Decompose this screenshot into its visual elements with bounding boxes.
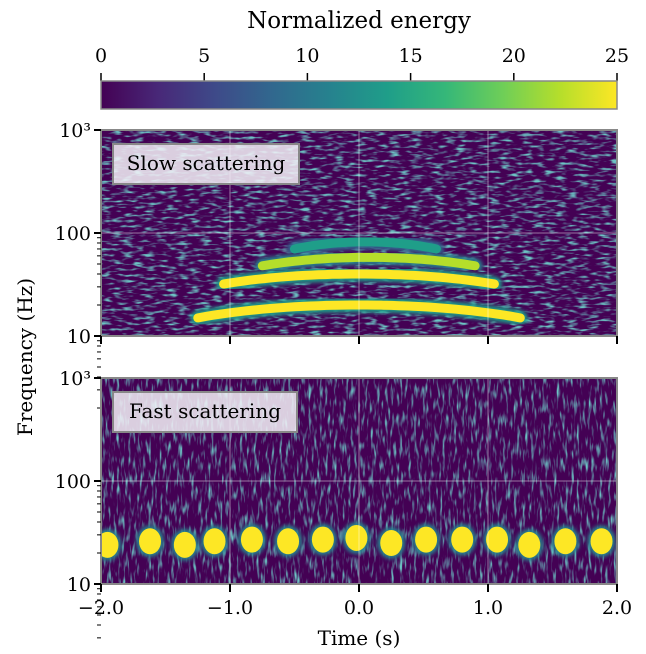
top-panel-label-box: Slow scattering — [112, 143, 300, 185]
bottom-panel-label: Fast scattering — [129, 399, 281, 423]
colorbar-title: Normalized energy — [247, 8, 471, 34]
blob — [554, 528, 577, 555]
blob — [203, 528, 226, 555]
bottom-panel-label-box: Fast scattering — [112, 391, 298, 433]
top-panel-marks — [190, 234, 528, 326]
x-tick-label: 2.0 — [602, 597, 632, 619]
arch — [219, 269, 499, 289]
x-axis-label: Time (s) — [318, 626, 401, 650]
top-panel-y-ticks: 10 100 10³ — [55, 120, 101, 409]
top-panel: Slow scattering 10 100 10³ — [55, 120, 618, 409]
y-tick-label: 10³ — [59, 368, 91, 390]
bottom-panel-y-ticks: 10 100 10³ — [55, 368, 101, 639]
blob — [345, 524, 368, 551]
x-tick-label: −2.0 — [78, 597, 124, 619]
colorbar-tick-label: 0 — [95, 45, 107, 67]
x-tick-label: −1.0 — [207, 597, 253, 619]
y-tick-label: 10³ — [59, 120, 91, 142]
y-tick-label: 100 — [55, 223, 91, 245]
y-tick-label: 100 — [55, 471, 91, 493]
arch — [257, 252, 480, 271]
blob — [415, 526, 438, 553]
blob — [451, 526, 474, 553]
blob — [311, 526, 334, 553]
blob — [277, 528, 300, 555]
bottom-panel: Fast scattering 10 100 10³ −2.0 −1.0 0.0 1.0 2… — [55, 368, 632, 639]
colorbar-tick-label: 25 — [605, 45, 629, 67]
blob — [518, 531, 541, 558]
y-axis-label: Frequency (Hz) — [13, 278, 37, 436]
y-tick-label: 10 — [67, 326, 91, 348]
blob — [101, 531, 119, 558]
arch — [193, 300, 525, 323]
blob — [139, 528, 162, 555]
blob — [590, 528, 613, 555]
bottom-panel-marks — [101, 521, 616, 561]
colorbar-tick-label: 10 — [295, 45, 319, 67]
top-panel-x-ticks — [100, 336, 618, 344]
bottom-panel-x-ticks: −2.0 −1.0 0.0 1.0 2.0 — [78, 584, 632, 619]
blob — [173, 531, 196, 558]
blob — [486, 526, 509, 553]
x-tick-label: 1.0 — [473, 597, 503, 619]
x-tick-label: 0.0 — [344, 597, 374, 619]
colorbar-tick-label: 5 — [198, 45, 210, 67]
y-tick-label: 10 — [67, 574, 91, 596]
colorbar-tick-label: 15 — [399, 45, 423, 67]
blob — [240, 526, 263, 553]
top-panel-label: Slow scattering — [127, 151, 286, 175]
blob — [380, 530, 403, 557]
arch — [290, 237, 441, 254]
colorbar — [100, 80, 618, 110]
colorbar-tick-label: 20 — [502, 45, 526, 67]
